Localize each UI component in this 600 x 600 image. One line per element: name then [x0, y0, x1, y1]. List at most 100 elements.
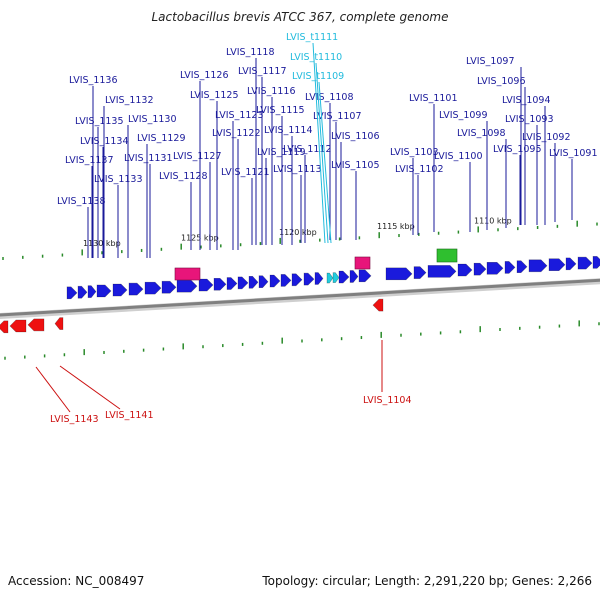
gene-plus-arrow — [112, 283, 128, 297]
gene-label: LVIS_1121 — [221, 167, 270, 178]
trna-arrow — [326, 272, 334, 284]
gene-label: LVIS_1097 — [466, 56, 515, 67]
gene-plus-arrow — [291, 273, 303, 287]
gene-plus-arrow — [176, 279, 198, 293]
gene-label: LVIS_1116 — [247, 86, 296, 97]
trna-label: LVIS_t1109 — [292, 71, 344, 82]
gene-label: LVIS_1106 — [331, 131, 380, 142]
gene-plus-arrow — [358, 269, 372, 283]
gene-label: LVIS_1131 — [124, 153, 173, 164]
misc-feature-box — [174, 267, 201, 281]
ruler-label: 1110 kbp — [474, 217, 512, 226]
trna-arrow — [332, 272, 340, 283]
accession-text: Accession: NC_008497 — [8, 574, 145, 588]
gene-plus-arrow — [486, 261, 504, 275]
gene-plus-arrow — [128, 282, 144, 296]
gene-plus-arrow — [77, 285, 88, 299]
gene-plus-arrow — [413, 266, 427, 279]
trna-leader-line — [312, 42, 326, 244]
gene-plus-arrow — [258, 275, 269, 289]
gene-label: LVIS_1103 — [390, 147, 439, 158]
gene-plus-arrow — [66, 286, 78, 300]
gene-plus-arrow — [161, 280, 177, 294]
misc-feature-box — [436, 248, 458, 263]
label-leader-line — [35, 366, 71, 413]
gene-plus-arrow — [473, 262, 487, 276]
gene-plus-arrow — [237, 276, 249, 290]
gene-label-minus: LVIS_1141 — [105, 410, 154, 421]
gene-label: LVIS_1093 — [505, 114, 554, 125]
gene-minus-arrow — [54, 317, 64, 330]
gene-plus-arrow — [427, 265, 457, 278]
gene-plus-arrow — [144, 281, 162, 295]
gene-label: LVIS_1112 — [283, 144, 332, 155]
gene-label: LVIS_1133 — [94, 174, 143, 185]
gene-plus-arrow — [269, 274, 281, 288]
gene-label: LVIS_1135 — [75, 116, 124, 127]
misc-feature-box — [354, 256, 371, 270]
gene-label: LVIS_1102 — [395, 164, 444, 175]
gene-label: LVIS_1134 — [80, 136, 129, 147]
ruler-label: 1130 kbp — [83, 239, 121, 248]
ruler-label: 1115 kbp — [377, 222, 415, 231]
gene-plus-arrow — [248, 275, 259, 289]
gene-plus-arrow — [280, 274, 292, 287]
gene-label: LVIS_1107 — [313, 111, 362, 122]
gene-label: LVIS_1100 — [434, 151, 483, 162]
gene-label: LVIS_1128 — [159, 171, 208, 182]
gene-plus-arrow — [565, 257, 577, 271]
gene-plus-arrow — [516, 260, 528, 274]
gene-plus-arrow — [457, 263, 473, 277]
gene-label: LVIS_1113 — [273, 164, 322, 175]
gene-minus-arrow — [0, 320, 9, 334]
trna-label: LVIS_t1111 — [286, 32, 338, 43]
gene-plus-arrow — [592, 256, 600, 269]
gene-label: LVIS_1098 — [457, 128, 506, 139]
gene-label: LVIS_1138 — [57, 196, 106, 207]
gene-label: LVIS_1095 — [493, 144, 542, 155]
trna-leader-line — [318, 81, 332, 244]
genome-summary-text: Topology: circular; Length: 2,291,220 bp… — [262, 574, 592, 588]
gene-plus-arrow — [96, 284, 112, 298]
gene-label: LVIS_1137 — [65, 155, 114, 166]
gene-label: LVIS_1122 — [212, 128, 261, 139]
gene-label: LVIS_1114 — [264, 125, 313, 136]
gene-label: LVIS_1092 — [522, 132, 571, 143]
gene-label: LVIS_1096 — [477, 76, 526, 87]
gene-label: LVIS_1132 — [105, 95, 154, 106]
gene-label: LVIS_1126 — [180, 70, 229, 81]
gene-plus-arrow — [213, 277, 227, 291]
label-leader-line — [59, 365, 121, 410]
trna-label: LVIS_t1110 — [290, 52, 342, 63]
trna-leader-line — [315, 62, 329, 244]
gene-label: LVIS_1136 — [69, 75, 118, 86]
gene-minus-arrow — [27, 318, 45, 332]
gene-plus-arrow — [314, 272, 324, 285]
genome-backbone — [0, 278, 600, 317]
gene-label: LVIS_1129 — [137, 133, 186, 144]
gene-label: LVIS_1123 — [215, 110, 264, 121]
gene-plus-arrow — [548, 258, 566, 271]
gene-label: LVIS_1127 — [173, 151, 222, 162]
gene-plus-arrow — [338, 270, 350, 284]
gene-label-minus: LVIS_1143 — [50, 414, 99, 425]
gene-label: LVIS_1118 — [226, 47, 275, 58]
gene-label: LVIS_1115 — [256, 105, 305, 116]
gene-minus-arrow — [372, 298, 384, 312]
gene-plus-arrow — [198, 278, 214, 292]
gene-plus-arrow — [87, 285, 97, 298]
gene-plus-arrow — [226, 277, 238, 290]
gene-plus-arrow — [528, 259, 548, 273]
gene-plus-arrow — [303, 272, 315, 286]
ruler-label: 1120 kbp — [279, 228, 317, 237]
gene-label: LVIS_1101 — [409, 93, 458, 104]
gene-label: LVIS_1117 — [238, 66, 287, 77]
gene-plus-arrow — [385, 267, 413, 281]
gene-plus-arrow — [349, 270, 359, 283]
gene-label-minus: LVIS_1104 — [363, 395, 412, 406]
gene-label: LVIS_1130 — [128, 114, 177, 125]
gene-plus-arrow — [577, 256, 593, 270]
gene-label: LVIS_1094 — [502, 95, 551, 106]
gene-label: LVIS_1099 — [439, 110, 488, 121]
